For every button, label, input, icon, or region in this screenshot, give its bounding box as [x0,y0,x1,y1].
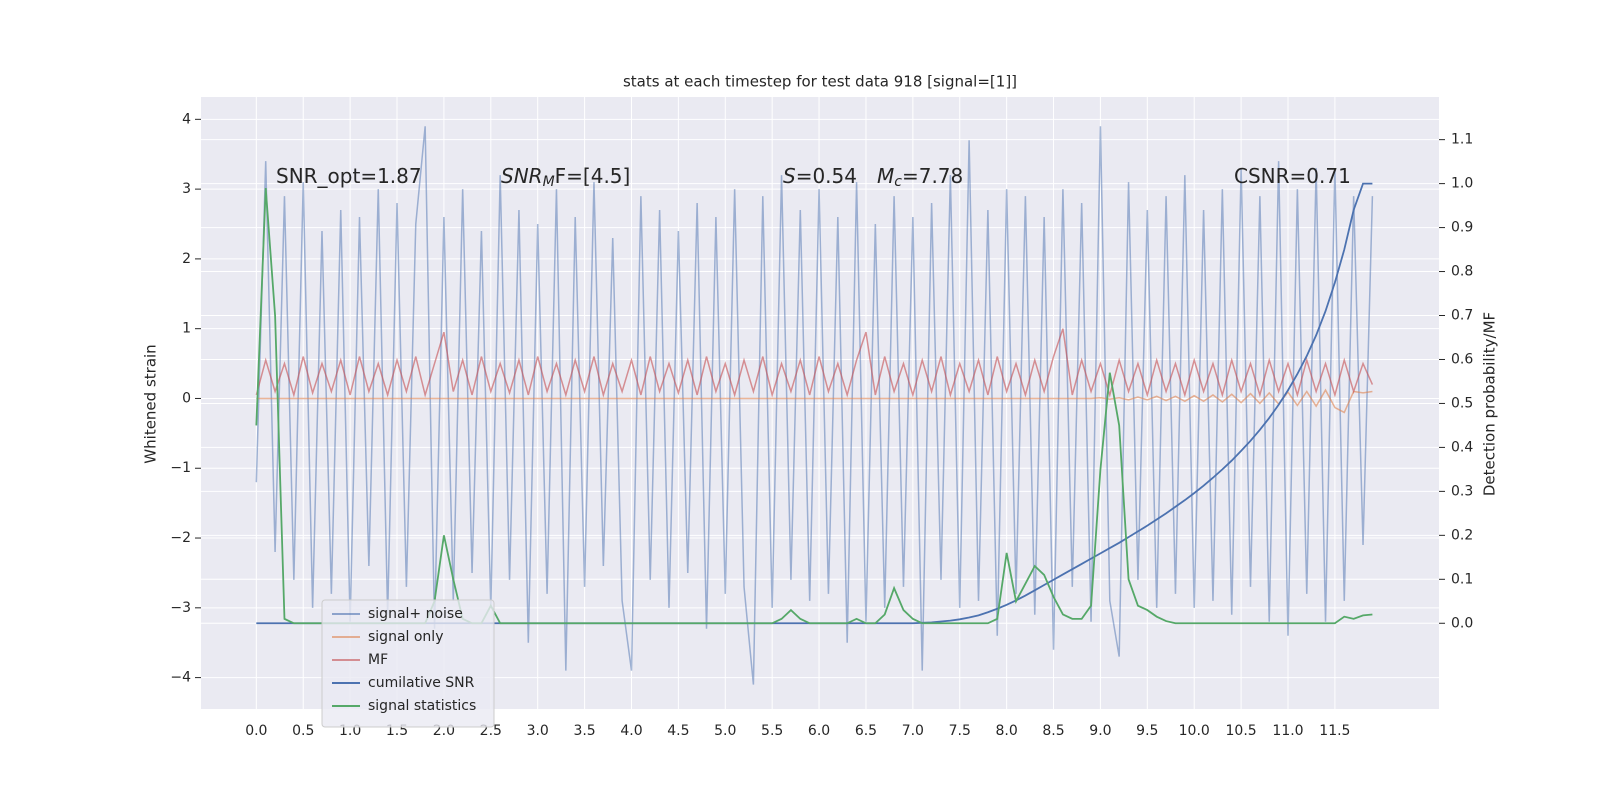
y2-tick-label: 1.1 [1451,132,1473,148]
legend-box [321,599,495,728]
annotation-part: S [783,164,796,188]
y-tick-label: 4 [182,111,191,127]
y-tick-label: −1 [170,460,191,476]
x-tick-label: 0.0 [245,723,267,739]
x-tick-label: 6.5 [855,723,877,739]
y2-tick-label: 0.0 [1451,615,1473,631]
annotation-part: =0.54 [796,164,857,188]
x-tick-label: 8.5 [1042,723,1064,739]
annotation: CSNR=0.71 [1234,164,1351,188]
y-tick-label: −2 [170,530,191,546]
annotation-part: M [877,164,894,188]
annotation: SNR_opt=1.87 [276,164,422,188]
x-tick-label: 8.0 [996,723,1018,739]
x-tick-label: 6.0 [808,723,830,739]
annotation: S=0.54 [783,164,857,188]
y-tick-label: −4 [170,670,191,686]
x-tick-label: 0.5 [292,723,314,739]
y-tick-label: 2 [182,251,191,267]
annotation-part: M [543,174,555,190]
x-tick-label: 4.5 [667,723,689,739]
x-tick-label: 7.0 [902,723,924,739]
annotation-part: SNR [501,164,543,188]
annotation-part: c [894,174,902,190]
x-tick-label: 3.0 [527,723,549,739]
x-tick-label: 4.0 [620,723,642,739]
x-tick-label: 10.0 [1179,723,1210,739]
y2-tick-label: 0.5 [1451,395,1473,411]
chart-title: stats at each timestep for test data 918… [623,73,1017,91]
x-tick-label: 10.5 [1226,723,1257,739]
y2-tick-label: 0.4 [1451,439,1473,455]
y2-axis-label: Detection probability/MF [1481,312,1499,496]
series-line [255,187,1373,625]
x-tick-label: 9.0 [1089,723,1111,739]
series-line [256,388,1373,414]
annotation: Mc=7.78 [877,164,963,191]
series-line [255,328,1374,398]
y2-tick-label: 0.9 [1451,220,1473,236]
y-tick-label: 0 [182,390,191,406]
y2-tick-label: 0.3 [1451,483,1473,499]
y2-tick-label: 0.2 [1451,527,1473,543]
x-tick-label: 11.0 [1272,723,1303,739]
legend-label: MF [368,652,388,668]
x-tick-label: 5.0 [714,723,736,739]
x-tick-label: 11.5 [1319,723,1350,739]
legend-label: signal statistics [368,698,476,714]
x-tick-label: 3.5 [573,723,595,739]
x-tick-label: 7.5 [949,723,971,739]
y-tick-label: 3 [182,181,191,197]
series-line [255,126,1374,685]
y-axis-label: Whitened strain [142,344,160,463]
y2-tick-label: 0.8 [1451,264,1473,280]
annotation-part: CSNR=0.71 [1234,164,1351,188]
x-tick-label: 5.5 [761,723,783,739]
annotation-part: SNR_opt=1.87 [276,164,422,188]
x-tick-label: 9.5 [1136,723,1158,739]
axes: 0.0 0.5 1.0 1.5 2.0 2.5 3.0 3.5 4.0 4.5 5.0 5.5 6.0 6… [170,111,1473,739]
legend-label: signal only [368,629,443,645]
y2-tick-label: 0.1 [1451,571,1473,587]
y2-tick-label: 0.6 [1451,351,1473,367]
legend-label: cumilative SNR [368,675,475,691]
y-tick-label: −3 [170,600,191,616]
annotation: SNRMF=[4.5] [501,164,630,191]
annotation-part: =7.78 [902,164,963,188]
y2-tick-label: 0.7 [1451,308,1473,324]
y2-tick-label: 1.0 [1451,176,1473,192]
y-tick-label: 1 [182,321,191,337]
annotation-part: F=[4.5] [555,164,631,188]
legend-label: signal+ noise [368,606,463,622]
